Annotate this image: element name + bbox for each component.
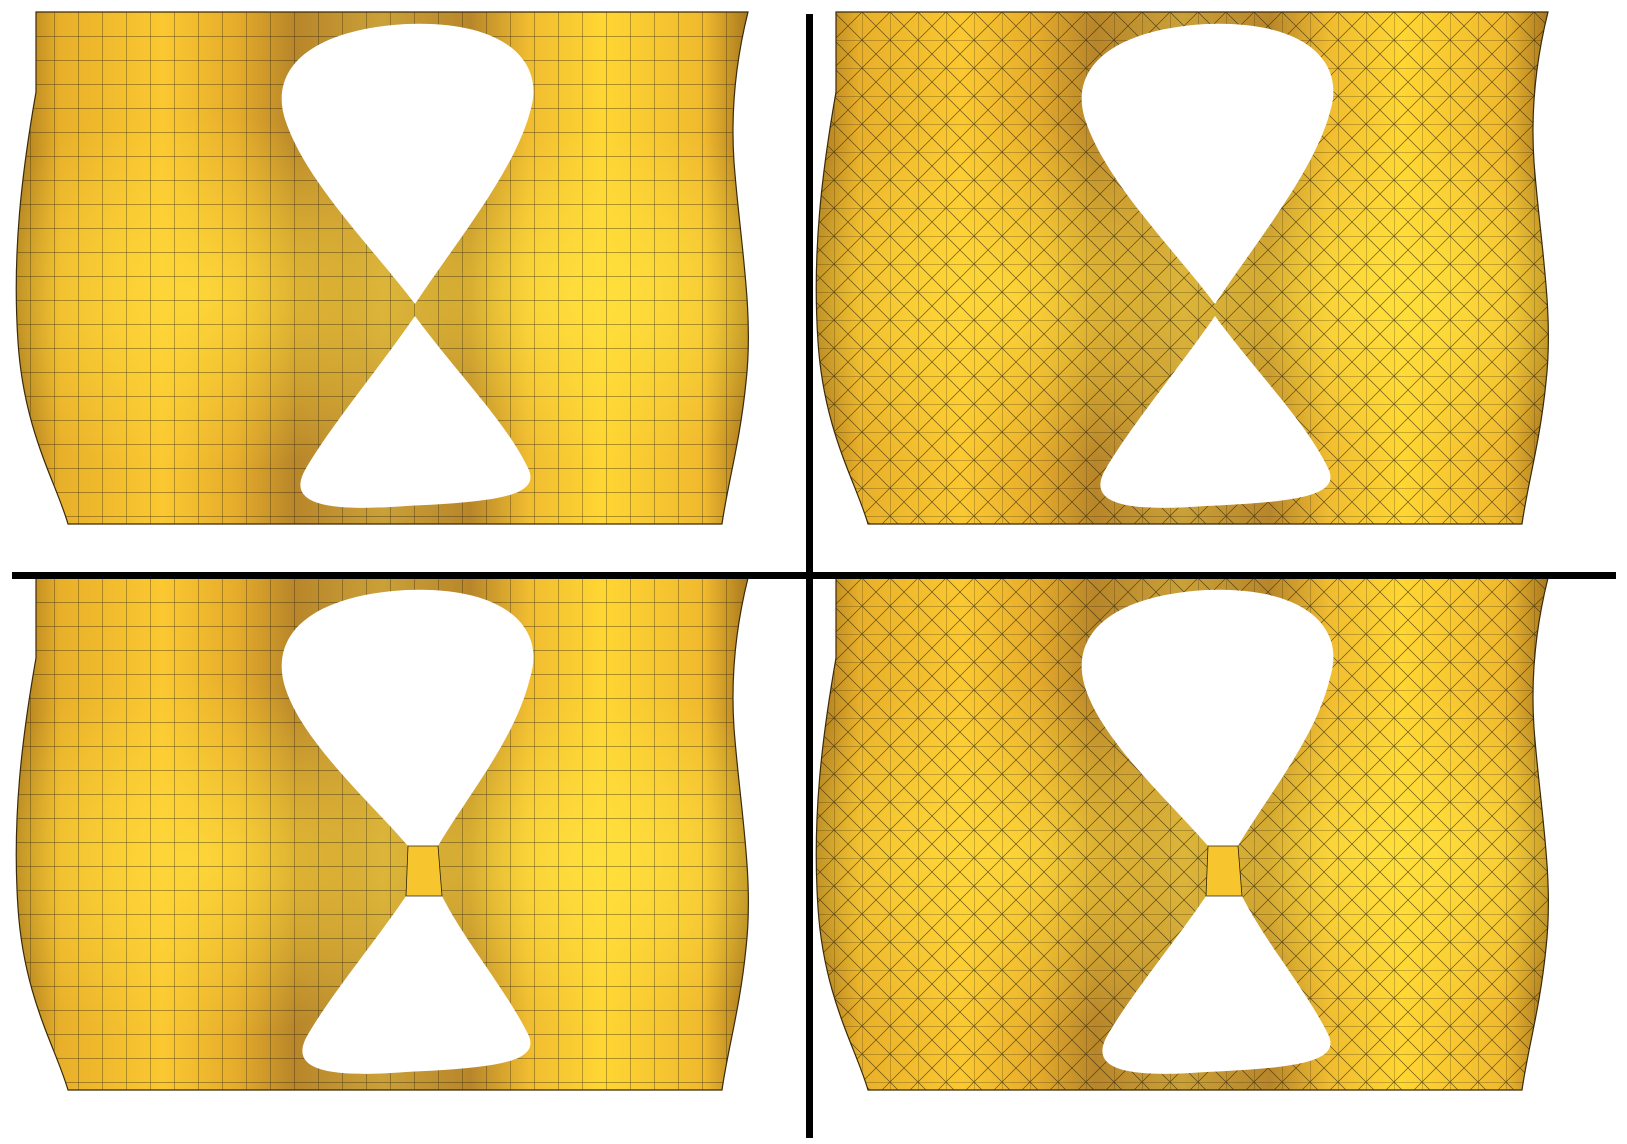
panel-top-left-quad-mesh bbox=[15, 11, 750, 525]
divider-horizontal bbox=[12, 572, 1616, 579]
panel-top-right-triangle-mesh bbox=[815, 11, 1550, 525]
divider-vertical bbox=[806, 14, 813, 1138]
bridge-patch bbox=[405, 845, 443, 897]
bridge-patch bbox=[1205, 845, 1243, 897]
panel-bottom-left-quad-mesh bbox=[15, 577, 750, 1091]
panel-bottom-right-triangle-mesh bbox=[815, 577, 1550, 1091]
